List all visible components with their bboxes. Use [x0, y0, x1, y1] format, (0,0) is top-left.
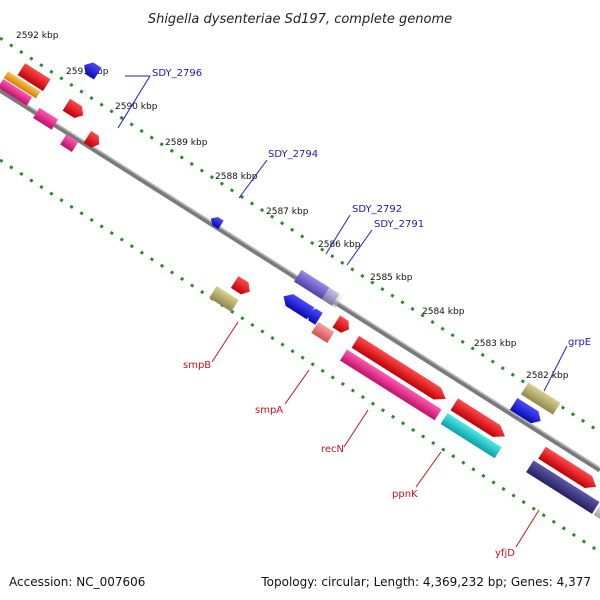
leader-lines	[117, 75, 568, 548]
label-yfjD[interactable]: yfjD	[495, 548, 515, 559]
tick-label: 2589 kbp	[165, 138, 208, 148]
leader-grpE	[543, 345, 568, 392]
leader-sdy2792	[325, 214, 351, 255]
gene-features	[0, 59, 600, 526]
label-smpA[interactable]: smpA	[255, 405, 283, 416]
tick-label: 2587 kbp	[266, 207, 309, 217]
leader-recN	[343, 409, 369, 448]
gene-ppnK-upper[interactable]	[450, 398, 509, 442]
map-title: Shigella dysenteriae Sd197, complete gen…	[148, 12, 452, 27]
leader-ppnK	[415, 451, 442, 488]
gene-smpA-neighbor[interactable]	[332, 315, 353, 336]
tick-label: 2590 kbp	[115, 102, 158, 112]
gene-smpA[interactable]	[311, 321, 335, 344]
gene-feature[interactable]	[3, 71, 41, 99]
leader-sdy2794	[238, 159, 268, 199]
gene-feature[interactable]	[33, 107, 59, 130]
tick-label: 2582 kbp	[526, 371, 569, 381]
leader-yfjD	[515, 509, 540, 548]
tick-label: 2592 kbp	[16, 31, 59, 41]
tick-label: 2583 kbp	[474, 339, 517, 349]
leader-smpB	[211, 321, 239, 363]
gene-yfjD-upper[interactable]	[538, 446, 600, 493]
gene-sdy2791[interactable]	[280, 290, 315, 320]
topology-text: Topology: circular; Length: 4,369,232 bp…	[260, 575, 591, 589]
gene-feature[interactable]	[62, 98, 87, 122]
gene-sdy2796[interactable]	[81, 59, 102, 80]
gene-grpE-neighbor[interactable]	[509, 398, 545, 427]
gene-ppnK[interactable]	[440, 413, 502, 459]
tick-label: 2585 kbp	[370, 273, 413, 283]
label-sdy2791[interactable]: SDY_2791	[374, 219, 424, 230]
leader-sdy2791	[346, 229, 373, 266]
label-grpE[interactable]: grpE	[568, 337, 591, 348]
gene-yfjD[interactable]	[526, 460, 600, 514]
accession-text: Accession: NC_007606	[9, 575, 145, 589]
label-sdy2796[interactable]: SDY_2796	[152, 68, 202, 79]
gene-feature[interactable]	[0, 78, 33, 106]
ruler-track	[0, 36, 600, 434]
gene-recN[interactable]	[340, 349, 442, 421]
leader-smpA	[284, 369, 310, 405]
gene-feature[interactable]	[304, 306, 323, 325]
gene-feature[interactable]	[17, 63, 51, 92]
gene-smpB-neighbor[interactable]	[230, 276, 254, 297]
gene-grpE[interactable]	[520, 382, 561, 415]
label-sdy2792[interactable]: SDY_2792	[352, 204, 402, 215]
tick-label: 2588 kbp	[215, 172, 258, 182]
label-ppnK[interactable]: ppnK	[392, 489, 418, 500]
gene-recN-upper[interactable]	[351, 335, 450, 405]
gene-sdy2794[interactable]	[208, 214, 224, 230]
tick-label: 2586 kbp	[318, 240, 361, 250]
ruler-ticks: 2592 kbp 2591 kbp 2590 kbp 2589 kbp 2588…	[16, 31, 569, 381]
gene-feature[interactable]	[83, 130, 103, 150]
gene-smpB[interactable]	[209, 286, 239, 312]
label-smpB[interactable]: smpB	[183, 360, 211, 371]
tick-label: 2584 kbp	[422, 307, 465, 317]
gene-sdy2792-dark[interactable]	[321, 287, 343, 308]
label-recN[interactable]: recN	[321, 444, 344, 455]
lower-dotted-track	[0, 158, 600, 554]
leader-sdy2796	[117, 75, 151, 129]
label-sdy2794[interactable]: SDY_2794	[268, 149, 318, 160]
gene-feature[interactable]	[60, 134, 79, 152]
